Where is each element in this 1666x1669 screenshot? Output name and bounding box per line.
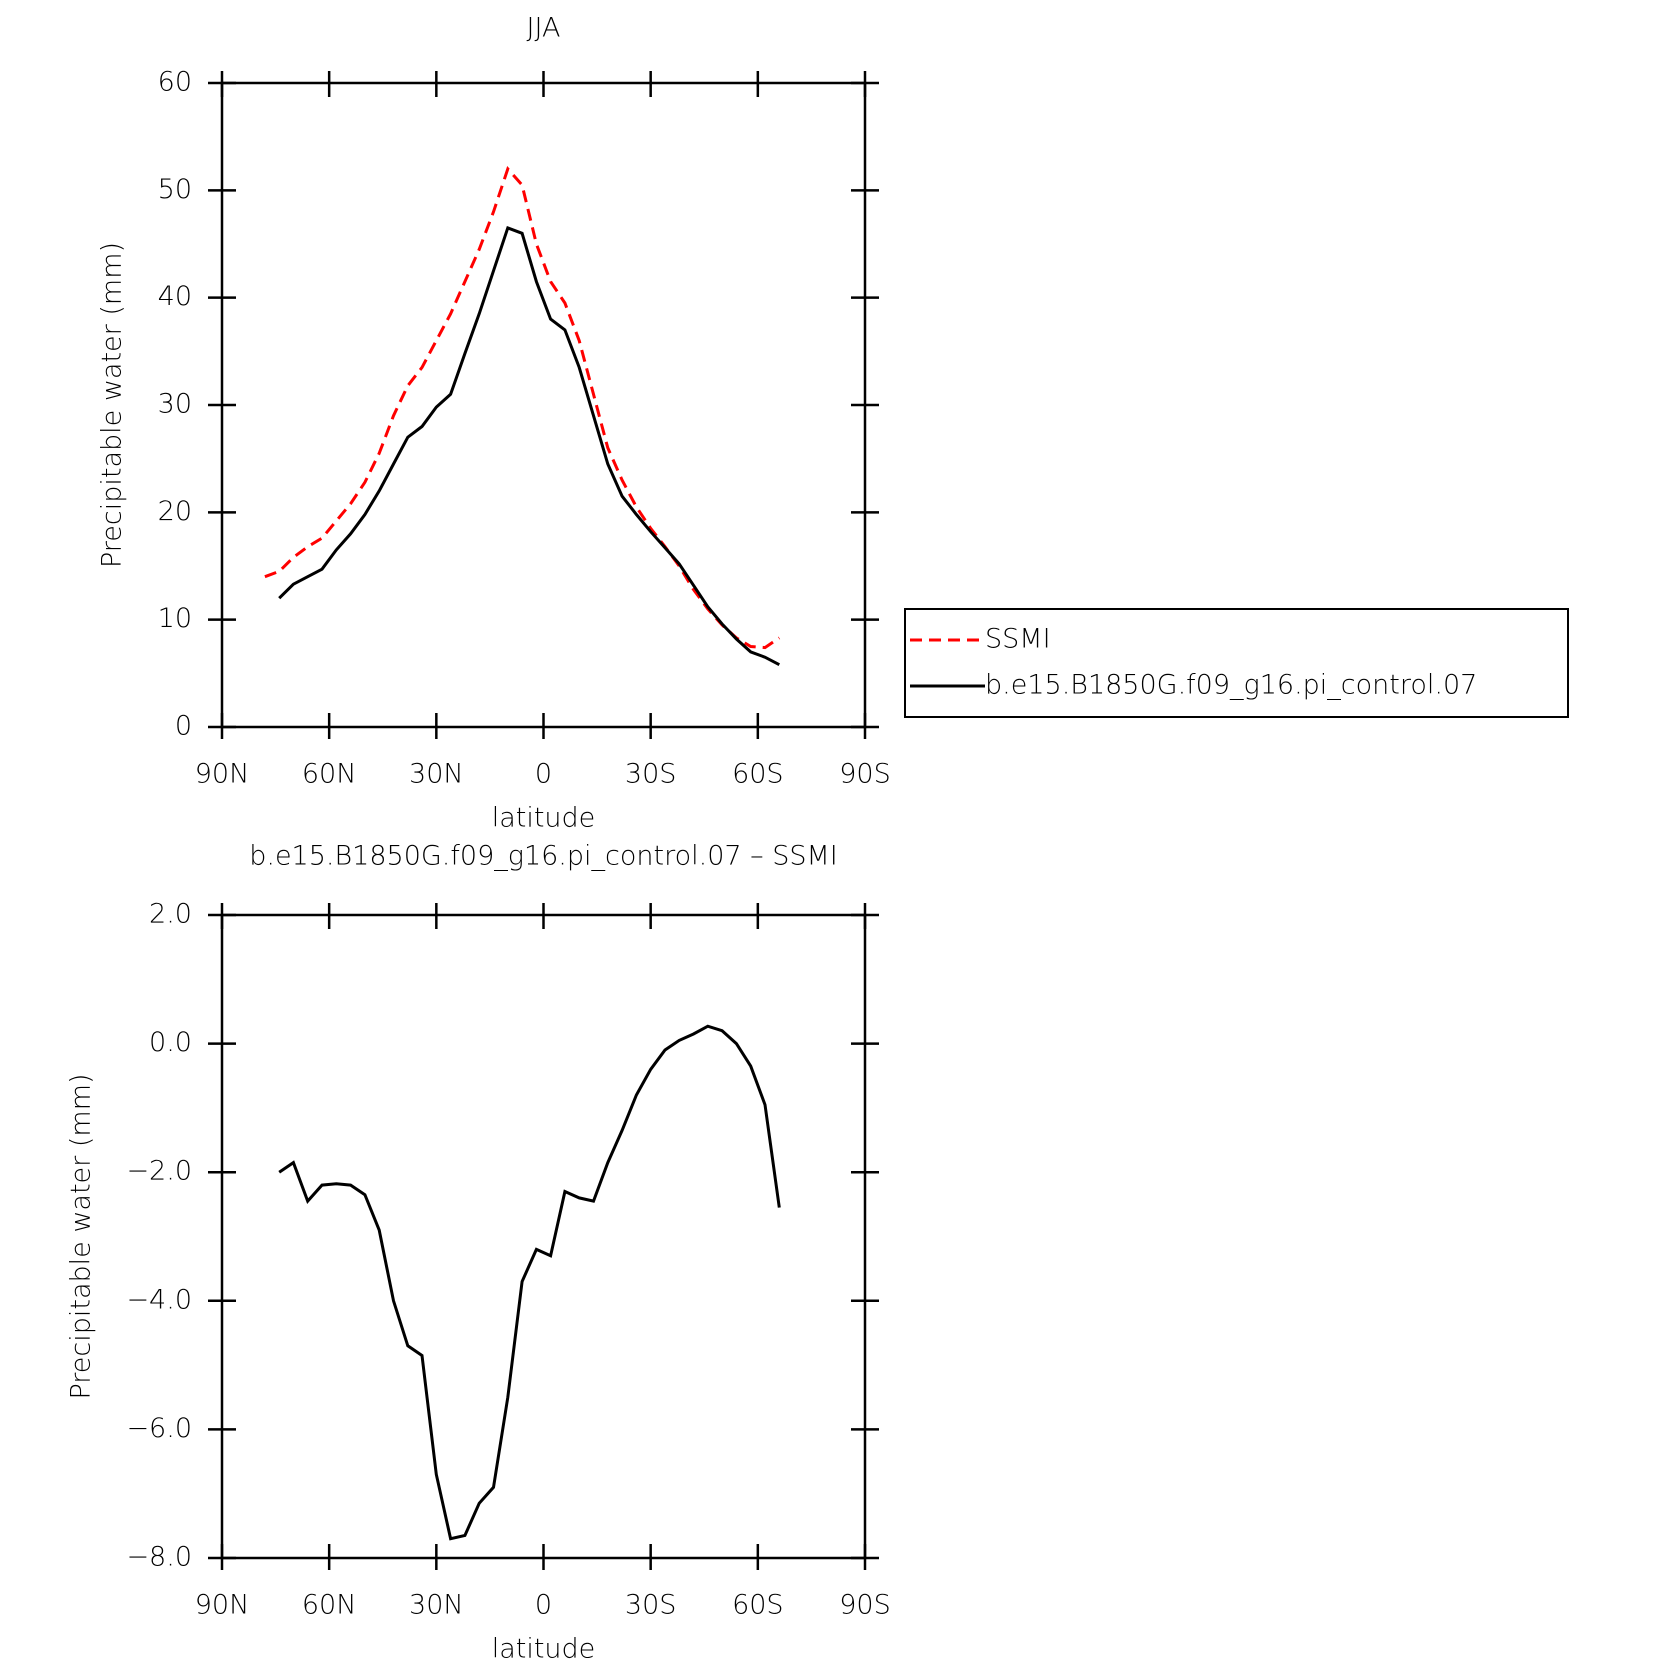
x-tick-label: 90S: [839, 1590, 891, 1621]
chart-title: b.e15.B1850G.f09_g16.pi_control.07 – SSM…: [249, 841, 838, 872]
y-tick-label: 2.0: [149, 899, 192, 930]
x-tick-label: 30N: [409, 1590, 464, 1621]
x-tick-label: 60S: [732, 1590, 784, 1621]
y-tick-label: 20: [158, 496, 192, 527]
x-tick-label: 60N: [302, 759, 357, 790]
y-axis-label: Precipitable water (mm): [66, 1073, 97, 1399]
data-line: [264, 165, 781, 650]
x-axis-label: latitude: [492, 1634, 596, 1665]
x-tick-label: 60S: [732, 759, 784, 790]
plot-frame: [220, 81, 867, 729]
y-tick-label: −2.0: [126, 1156, 192, 1187]
y-tick-label: 0: [175, 711, 192, 742]
x-tick-label: 30S: [625, 1590, 677, 1621]
legend-label: b.e15.B1850G.f09_g16.pi_control.07: [985, 670, 1477, 701]
x-tick-label: 90S: [839, 759, 891, 790]
legend-label: SSMI: [985, 624, 1051, 655]
y-tick-label: 50: [158, 174, 192, 205]
x-tick-label: 30S: [625, 759, 677, 790]
x-tick-label: 90N: [195, 1590, 250, 1621]
y-tick-label: −8.0: [126, 1542, 192, 1573]
y-tick-label: 0.0: [149, 1027, 192, 1058]
y-tick-label: 10: [158, 603, 192, 634]
chart-title: JJA: [527, 13, 561, 44]
x-tick-label: 60N: [302, 1590, 357, 1621]
x-tick-label: 0: [535, 759, 552, 790]
y-axis-label: Precipitable water (mm): [97, 242, 128, 568]
y-tick-label: −4.0: [126, 1284, 192, 1315]
plot-frame: [220, 913, 867, 1560]
data-line: [278, 225, 780, 667]
x-tick-label: 0: [535, 1590, 552, 1621]
legend-box: [904, 608, 1569, 718]
x-tick-label: 30N: [409, 759, 464, 790]
y-tick-label: 60: [158, 67, 192, 98]
y-tick-label: −6.0: [126, 1413, 192, 1444]
y-tick-label: 40: [158, 281, 192, 312]
x-tick-label: 90N: [195, 759, 250, 790]
y-tick-label: 30: [158, 389, 192, 420]
x-axis-label: latitude: [492, 803, 596, 834]
data-line: [278, 1024, 781, 1541]
